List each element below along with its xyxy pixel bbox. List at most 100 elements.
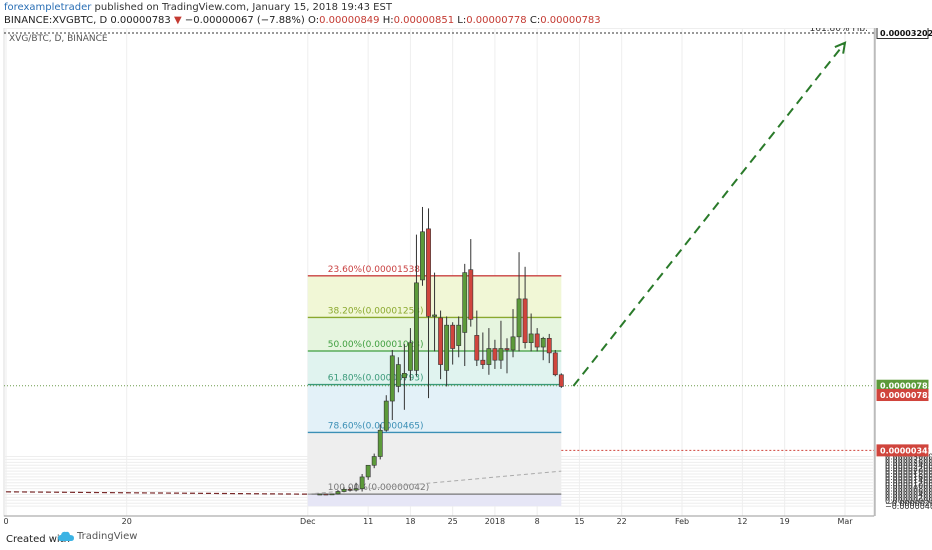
- price-tick-label: 0.00002800: [885, 455, 932, 464]
- candle-body: [546, 337, 552, 354]
- candle-body: [377, 429, 383, 457]
- close-label: C:: [529, 15, 541, 26]
- projection-arrow-line: [572, 42, 846, 387]
- last-price: 0.00000783: [110, 15, 171, 26]
- down-triangle-icon: ▼: [173, 15, 182, 26]
- bearish-candle: [474, 310, 480, 367]
- price-axis-badge: 0.00003202: [876, 28, 932, 39]
- candle-body: [492, 348, 498, 361]
- fib-level-label: 38.20%(0.00001253): [328, 306, 424, 316]
- candle-body: [456, 324, 462, 346]
- time-tick-label: 22: [617, 517, 627, 526]
- candle-body: [341, 489, 347, 492]
- chart-header: forexampletrader published on TradingVie…: [0, 0, 932, 28]
- price-badge-box: [876, 28, 929, 39]
- bearish-candle: [426, 208, 431, 399]
- fib-level-label: 50.00%(0.00001023): [328, 340, 424, 350]
- candle-body: [528, 333, 534, 343]
- fib-level-label: 78.60%(0.00000465): [328, 421, 424, 431]
- price-tick-label: 0.00001800: [885, 470, 932, 479]
- candle-body: [552, 352, 558, 376]
- chart-symbol-label: XVG/BTC, D, BINANCE: [9, 34, 108, 44]
- candle-body: [504, 348, 510, 351]
- price-tick-label: 0.00001200: [885, 479, 932, 488]
- bearish-candle: [347, 487, 353, 492]
- bullish-candle: [365, 464, 371, 480]
- candle-body: [450, 324, 456, 349]
- bearish-candle: [492, 339, 498, 369]
- bearish-candle: [534, 328, 540, 352]
- fib-level-label: 61.80%(0.00000793): [328, 374, 424, 384]
- candle-body: [444, 324, 450, 371]
- bullish-candle: [377, 424, 383, 460]
- candle-body: [462, 272, 468, 333]
- candle-body: [359, 476, 365, 489]
- price-tick-label: −0.00000200: [885, 499, 932, 508]
- fib-zone: [307, 384, 562, 433]
- candle-body: [468, 269, 474, 320]
- close-value: 0.00000783: [540, 15, 601, 26]
- arrow-head-icon: [834, 41, 847, 54]
- high-value: 0.00000851: [393, 15, 455, 26]
- price-tick-label: 0.00003000: [885, 453, 932, 462]
- candle-body: [426, 228, 431, 317]
- bullish-candle: [329, 493, 335, 496]
- candle-body: [516, 298, 522, 338]
- tradingview-brand: TradingView: [77, 531, 138, 542]
- candle-body: [486, 348, 492, 365]
- candle-body: [407, 342, 413, 371]
- candle-body: [420, 231, 425, 281]
- bullish-candle: [462, 263, 468, 367]
- candle-body: [323, 493, 329, 496]
- price-tick-label: 0.00002000: [885, 467, 932, 476]
- price-badge-label: 0.00000342: [880, 446, 932, 455]
- candle-body: [432, 314, 437, 317]
- price-badge-box: [876, 389, 929, 402]
- candle-body: [401, 373, 407, 379]
- previous-trend-line: [5, 491, 308, 495]
- time-tick-label: 11: [363, 517, 373, 526]
- fib-zone: [307, 350, 562, 385]
- open-value: 0.00000849: [319, 15, 380, 26]
- time-tick-label: 2018: [485, 517, 505, 526]
- bearish-candle: [552, 349, 558, 377]
- candle-body: [498, 348, 504, 361]
- bullish-candle: [510, 309, 516, 358]
- candle-body: [389, 355, 395, 402]
- candle-body: [395, 364, 401, 387]
- bearish-candle: [546, 333, 552, 364]
- price-change: −0.00000067 (−7.88%): [184, 15, 305, 26]
- time-tick-label: 8: [535, 517, 540, 526]
- bearish-candle: [438, 310, 444, 380]
- price-tick-label: 0.00002200: [885, 464, 932, 473]
- time-tick-label: 25: [448, 517, 458, 526]
- time-tick-label: Dec: [300, 517, 315, 526]
- price-tick-label: 0.00000200: [885, 493, 932, 502]
- bullish-candle: [456, 316, 462, 358]
- price-tick-label: −0.00000400: [885, 502, 932, 511]
- candle-body: [329, 493, 335, 496]
- fib-161-label: 161.80% Fib.: [810, 28, 869, 34]
- price-chart[interactable]: XVG/BTC, D, BINANCE 23.60%(0.00001538) 38.…: [0, 28, 932, 528]
- footer: Created with TradingView: [0, 528, 932, 550]
- bullish-candle: [341, 487, 347, 493]
- bullish-candle: [432, 272, 437, 352]
- price-badge-label: 0.00003202: [880, 29, 932, 38]
- ohlc-info: BINANCE:XVGBTC, D 0.00000783 ▼ −0.000000…: [4, 14, 601, 27]
- high-label: H:: [382, 15, 394, 26]
- bullish-candle: [516, 252, 522, 352]
- fib-level-label: 23.60%(0.00001538): [328, 265, 424, 275]
- candle-body: [522, 298, 528, 343]
- symbol-label: BINANCE:XVGBTC, D: [4, 15, 108, 26]
- low-label: L:: [457, 15, 467, 26]
- bearish-candle: [522, 266, 528, 349]
- bullish-candle: [401, 344, 407, 410]
- author-link[interactable]: forexampletrader: [4, 2, 92, 13]
- time-tick-label: 19: [780, 517, 790, 526]
- candle-body: [510, 336, 516, 351]
- bullish-candle: [383, 395, 389, 432]
- time-tick-label: 20: [122, 517, 132, 526]
- candle-body: [383, 400, 389, 431]
- tradingview-logo[interactable]: TradingView: [58, 531, 137, 542]
- time-tick-label: Mar: [837, 517, 853, 526]
